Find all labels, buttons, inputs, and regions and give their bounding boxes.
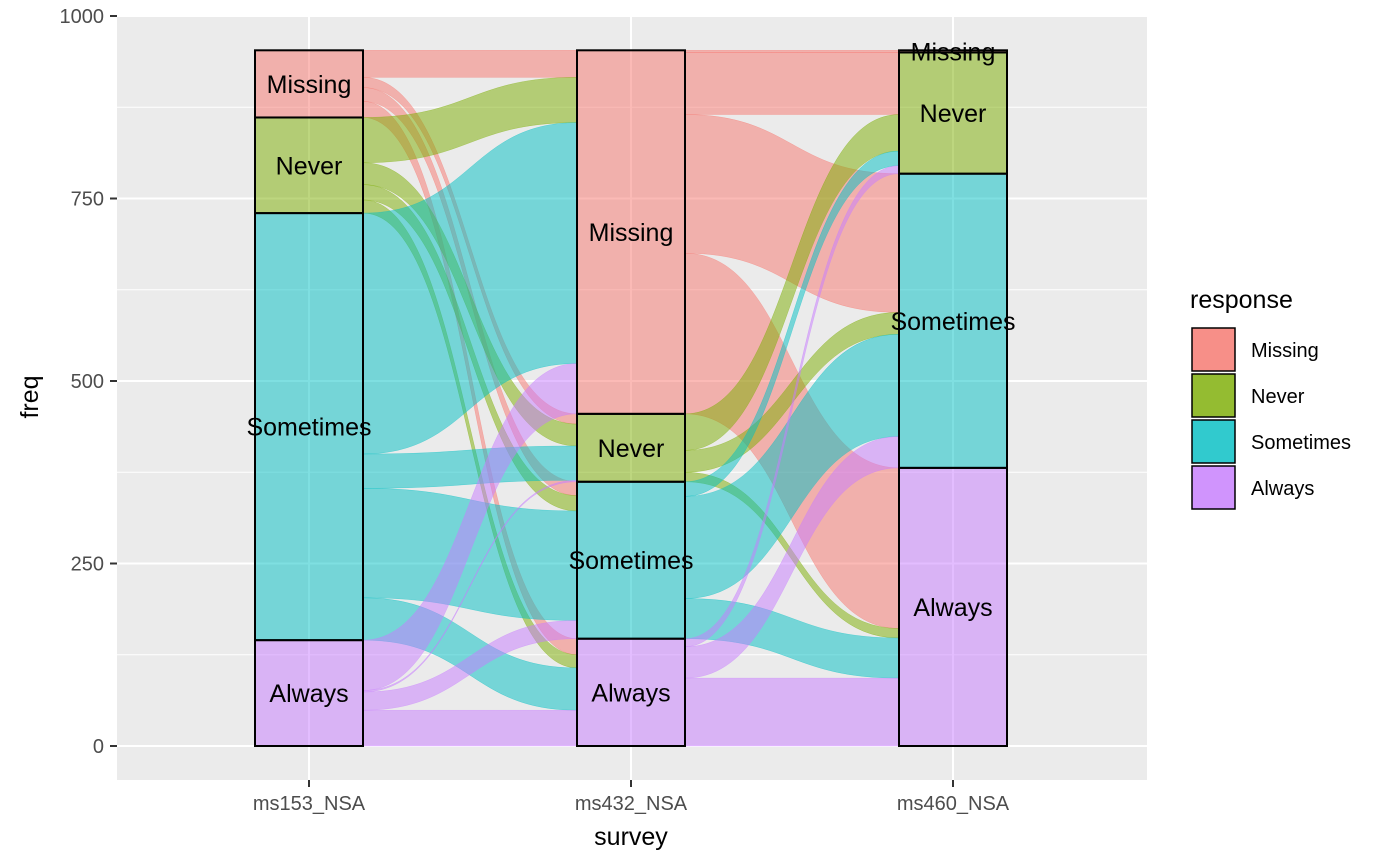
stratum-always [576, 637, 686, 747]
stratum-label: Missing [267, 71, 352, 99]
stratum-missing [576, 49, 686, 415]
legend-label: Missing [1251, 340, 1319, 362]
stratum-missing [254, 49, 364, 119]
stratum-never [898, 51, 1008, 175]
stratum-always [254, 639, 364, 748]
stratum-label: Always [269, 680, 348, 708]
y-tick-label: 500 [71, 371, 104, 393]
y-tick-label: 0 [93, 736, 104, 758]
x-tick-label: ms460_NSA [897, 793, 1010, 815]
flow-missing [684, 52, 900, 115]
stratum-sometimes [254, 212, 364, 642]
legend: response Missing Never Sometimes Always [1190, 286, 1351, 510]
stratum-never [254, 116, 364, 215]
stratum-missing [898, 49, 1008, 54]
legend-key-always [1191, 465, 1236, 510]
stratum-label: Sometimes [246, 414, 371, 442]
y-axis: 0 250 500 750 1000 [60, 6, 117, 758]
stratum-sometimes [898, 172, 1008, 469]
stratum-always [898, 466, 1008, 747]
stratum-label: Sometimes [890, 308, 1015, 336]
legend-label: Never [1251, 386, 1305, 408]
legend-key-never [1191, 373, 1236, 418]
stratum-label: Sometimes [568, 547, 693, 575]
strata: Always Sometimes Never Missing Always Sometim… [246, 38, 1016, 748]
y-tick-label: 750 [71, 189, 104, 211]
x-axis-title: survey [594, 823, 668, 851]
stratum-label: Never [920, 100, 987, 128]
y-tick-label: 1000 [60, 6, 105, 28]
flow-missing [362, 50, 578, 78]
flows [362, 50, 900, 747]
y-tick-label: 250 [71, 554, 104, 576]
stratum-sometimes [576, 480, 686, 640]
stratum-label: Missing [589, 219, 674, 247]
stratum-never [576, 412, 686, 483]
legend-key-sometimes [1191, 419, 1236, 464]
stratum-label: Missing [911, 38, 996, 66]
legend-key-missing [1191, 327, 1236, 372]
y-axis-title: freq [16, 375, 44, 418]
x-tick-label: ms432_NSA [575, 793, 688, 815]
stratum-label: Never [598, 435, 665, 463]
flow-missing [684, 50, 900, 53]
legend-label: Sometimes [1251, 432, 1351, 454]
legend-label: Always [1251, 478, 1314, 500]
flow-always [684, 677, 900, 747]
x-tick-label: ms153_NSA [253, 793, 366, 815]
x-axis: ms153_NSA ms432_NSA ms460_NSA [253, 780, 1010, 815]
stratum-label: Always [591, 679, 670, 707]
legend-title: response [1190, 286, 1293, 314]
stratum-label: Never [276, 152, 343, 180]
flow-always [362, 709, 578, 747]
stratum-label: Always [913, 594, 992, 622]
